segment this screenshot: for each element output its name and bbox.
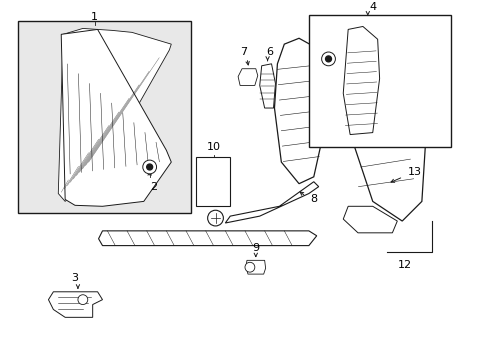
Text: 6: 6: [265, 47, 272, 57]
Polygon shape: [274, 38, 328, 184]
Text: 10: 10: [206, 142, 220, 152]
Polygon shape: [245, 260, 265, 274]
Text: 5: 5: [342, 54, 349, 64]
Text: 8: 8: [309, 194, 317, 204]
Text: 13: 13: [407, 167, 421, 177]
Circle shape: [78, 295, 87, 305]
Circle shape: [207, 210, 223, 226]
Polygon shape: [99, 231, 316, 246]
Bar: [308, 15, 450, 147]
Polygon shape: [343, 206, 396, 233]
Polygon shape: [61, 30, 171, 206]
Text: 2: 2: [150, 182, 157, 192]
Circle shape: [244, 262, 254, 272]
Text: 1: 1: [91, 12, 98, 22]
Text: 11: 11: [206, 179, 220, 189]
Bar: [196, 157, 230, 206]
Circle shape: [142, 160, 156, 174]
Text: 3: 3: [71, 273, 79, 283]
Polygon shape: [58, 28, 171, 201]
Text: 7: 7: [240, 47, 247, 57]
Text: 12: 12: [397, 260, 411, 270]
Polygon shape: [48, 292, 102, 317]
Polygon shape: [343, 27, 379, 135]
Circle shape: [321, 52, 335, 66]
Bar: [18, 21, 190, 213]
Polygon shape: [238, 69, 257, 85]
Text: 4: 4: [368, 2, 376, 12]
Circle shape: [146, 164, 152, 170]
Circle shape: [325, 56, 331, 62]
Polygon shape: [259, 64, 275, 108]
Text: 9: 9: [252, 243, 259, 253]
Polygon shape: [225, 182, 318, 223]
Polygon shape: [352, 69, 426, 221]
